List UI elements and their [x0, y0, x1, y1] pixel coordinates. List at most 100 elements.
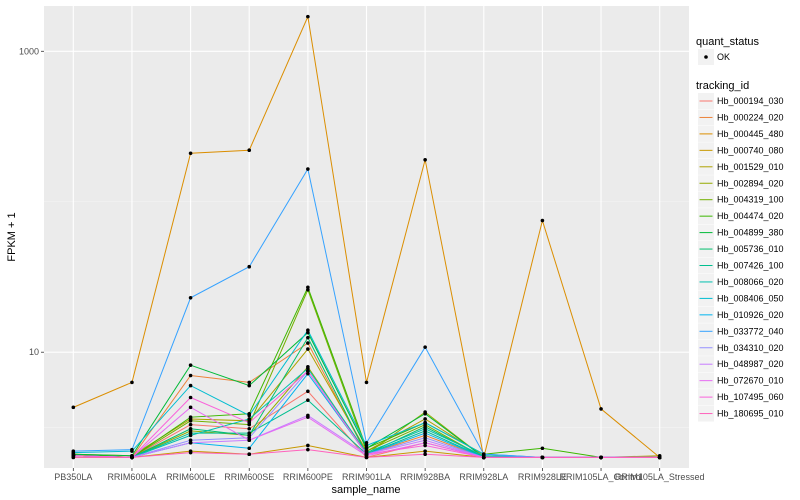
- x-axis-title: sample_name: [331, 484, 400, 496]
- data-point: [364, 443, 369, 448]
- data-point: [423, 449, 427, 453]
- x-tick-label: RRIM105LA_Stressed: [615, 472, 705, 482]
- legend-series-label: Hb_034310_020: [717, 343, 784, 353]
- legend-quant-title: quant_status: [696, 36, 759, 48]
- data-point: [188, 383, 193, 388]
- legend-series-label: Hb_180695_010: [717, 409, 784, 419]
- data-point: [188, 405, 193, 410]
- data-point: [306, 287, 310, 292]
- data-point: [306, 415, 310, 419]
- data-point: [423, 440, 427, 445]
- data-point: [423, 443, 427, 448]
- data-point: [130, 447, 134, 452]
- data-point: [423, 426, 427, 431]
- data-point: [423, 420, 427, 425]
- data-point: [306, 328, 310, 333]
- x-tick-label: RRIM600SE: [224, 472, 274, 482]
- data-point: [306, 347, 310, 351]
- data-point: [364, 380, 369, 385]
- data-point: [188, 419, 193, 423]
- data-point: [364, 446, 369, 451]
- data-point: [423, 417, 427, 421]
- legend-series-label: Hb_004899_380: [717, 228, 784, 238]
- x-tick-label: RRIM928LA: [459, 472, 508, 482]
- major-gridlines: [44, 6, 689, 468]
- x-tick-label: RRIM901LA: [342, 472, 391, 482]
- legend-series-label: Hb_008066_020: [717, 277, 784, 287]
- data-point: [306, 443, 310, 448]
- legend-series-label: Hb_000445_480: [717, 129, 784, 139]
- data-point: [247, 380, 252, 385]
- data-point: [188, 422, 193, 427]
- y-axis-title: FPKM + 1: [6, 212, 18, 261]
- data-point: [247, 420, 252, 425]
- data-point: [540, 218, 545, 223]
- data-point: [71, 449, 76, 453]
- data-point: [306, 167, 310, 171]
- legend-series-label: Hb_048987_020: [717, 359, 784, 369]
- legend-series-label: Hb_001529_010: [717, 162, 784, 172]
- data-point: [423, 435, 427, 440]
- data-point: [306, 366, 310, 371]
- data-point: [306, 369, 310, 373]
- data-point: [247, 452, 252, 456]
- legend-tracking-id: tracking_id Hb_000194_030 Hb_000224_020 Hb…: [696, 80, 784, 422]
- data-point: [71, 405, 76, 410]
- data-point: [247, 383, 252, 388]
- x-tick-label: RRIM600LE: [166, 472, 215, 482]
- data-point: [540, 446, 545, 451]
- data-point: [364, 452, 369, 456]
- x-tick-label: RRIM105LA_Control: [560, 472, 643, 482]
- legend-series-label: Hb_010926_020: [717, 310, 784, 320]
- data-point: [247, 446, 252, 451]
- data-point: [130, 455, 134, 460]
- data-point: [188, 295, 193, 300]
- x-tick-label: RRIM928BA: [400, 472, 450, 482]
- data-point: [188, 426, 193, 431]
- data-point: [306, 341, 310, 345]
- data-point: [306, 335, 310, 340]
- data-point: [599, 407, 603, 411]
- data-point: [130, 380, 134, 385]
- data-point: [247, 438, 252, 443]
- data-point: [306, 447, 310, 452]
- data-point: [423, 158, 427, 162]
- data-point: [364, 455, 369, 460]
- data-point: [188, 151, 193, 156]
- data-point: [188, 415, 193, 419]
- x-tick-label: RRIM600PE: [283, 472, 333, 482]
- data-point: [599, 455, 603, 460]
- data-point: [188, 440, 193, 445]
- legend-series-label: Hb_002894_020: [717, 178, 784, 188]
- data-point: [423, 431, 427, 435]
- data-point: [306, 389, 310, 394]
- data-point: [306, 371, 310, 376]
- data-point: [306, 14, 310, 19]
- y-tick-label: 10: [29, 347, 39, 357]
- legend-series-label: Hb_004474_020: [717, 211, 784, 221]
- data-point: [306, 398, 310, 402]
- legend-series-label: Hb_007426_100: [717, 261, 784, 271]
- legend-series-label: Hb_000740_080: [717, 145, 784, 155]
- legend-quant-status: quant_status OK: [696, 36, 759, 65]
- legend-series-label: Hb_000224_020: [717, 112, 784, 122]
- data-point: [247, 148, 252, 153]
- data-points: [71, 14, 662, 460]
- data-point: [364, 440, 369, 445]
- data-point: [247, 435, 252, 440]
- legend-series-label: Hb_033772_040: [717, 326, 784, 336]
- data-point: [71, 455, 76, 460]
- data-point: [188, 450, 193, 455]
- data-point: [657, 455, 662, 460]
- axes: 10 1000 PB350LA RRIM600LA RRIM600LE RRIM600SE…: [19, 46, 704, 482]
- data-point: [247, 413, 252, 418]
- data-point: [247, 426, 252, 431]
- data-point: [481, 455, 486, 460]
- data-point: [423, 452, 427, 456]
- legend-tracking-title: tracking_id: [696, 80, 749, 92]
- legend-quant-label: OK: [717, 52, 730, 62]
- legend-series-label: Hb_107495_060: [717, 392, 784, 402]
- data-point: [188, 395, 193, 400]
- data-point: [247, 417, 252, 421]
